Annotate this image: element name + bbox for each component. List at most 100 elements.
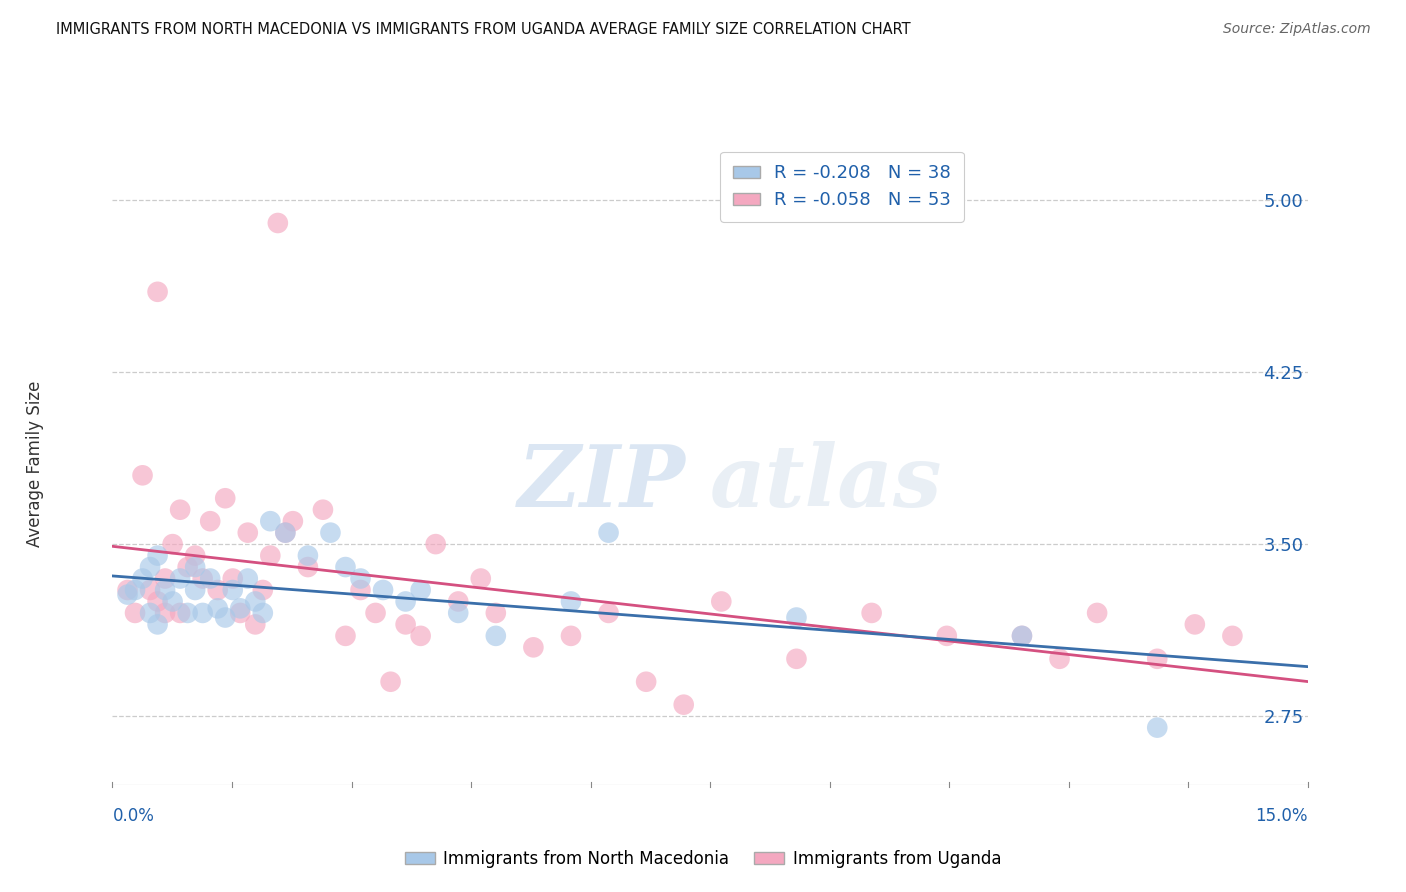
Point [139, 606, 162, 620]
Point [236, 572, 259, 586]
Point [380, 674, 402, 689]
Point [259, 514, 281, 528]
Point [409, 582, 432, 597]
Point [785, 652, 807, 666]
Point [131, 468, 153, 483]
Point [1222, 629, 1244, 643]
Point [1184, 617, 1206, 632]
Point [214, 491, 236, 506]
Point [335, 629, 357, 643]
Point [124, 606, 146, 620]
Point [146, 617, 169, 632]
Point [394, 594, 416, 608]
Point [245, 594, 267, 608]
Point [560, 594, 582, 608]
Point [560, 629, 582, 643]
Point [153, 606, 176, 620]
Point [229, 606, 252, 620]
Point [785, 610, 807, 624]
Text: 0.0%: 0.0% [112, 807, 155, 825]
Point [447, 606, 470, 620]
Point [447, 594, 470, 608]
Legend: Immigrants from North Macedonia, Immigrants from Uganda: Immigrants from North Macedonia, Immigra… [398, 844, 1008, 875]
Point [409, 629, 432, 643]
Text: atlas: atlas [710, 442, 942, 524]
Point [146, 594, 169, 608]
Point [259, 549, 281, 563]
Point [184, 549, 207, 563]
Point [198, 572, 221, 586]
Point [1011, 629, 1033, 643]
Point [139, 560, 162, 574]
Point [236, 525, 259, 540]
Point [124, 582, 146, 597]
Point [117, 588, 139, 602]
Point [191, 572, 214, 586]
Point [229, 601, 252, 615]
Point [214, 610, 236, 624]
Point [252, 606, 274, 620]
Point [207, 582, 229, 597]
Text: 15.0%: 15.0% [1256, 807, 1308, 825]
Point [153, 572, 176, 586]
Point [860, 606, 883, 620]
Point [222, 572, 245, 586]
Point [184, 582, 207, 597]
Text: Average Family Size: Average Family Size [27, 381, 44, 547]
Text: Source: ZipAtlas.com: Source: ZipAtlas.com [1223, 22, 1371, 37]
Point [198, 514, 221, 528]
Point [485, 606, 508, 620]
Point [131, 572, 153, 586]
Point [297, 549, 319, 563]
Point [470, 572, 492, 586]
Point [117, 582, 139, 597]
Point [184, 560, 207, 574]
Point [364, 606, 387, 620]
Point [274, 525, 297, 540]
Point [598, 525, 620, 540]
Point [169, 502, 191, 516]
Point [162, 594, 184, 608]
Point [252, 582, 274, 597]
Point [935, 629, 957, 643]
Point [274, 525, 297, 540]
Point [222, 582, 245, 597]
Point [485, 629, 508, 643]
Point [349, 572, 371, 586]
Point [394, 617, 416, 632]
Point [425, 537, 447, 551]
Point [710, 594, 733, 608]
Point [162, 537, 184, 551]
Point [207, 601, 229, 615]
Point [335, 560, 357, 574]
Point [1146, 721, 1168, 735]
Point [312, 502, 335, 516]
Point [1011, 629, 1033, 643]
Point [245, 617, 267, 632]
Point [139, 582, 162, 597]
Point [1085, 606, 1108, 620]
Point [191, 606, 214, 620]
Point [169, 572, 191, 586]
Point [146, 549, 169, 563]
Point [146, 285, 169, 299]
Point [297, 560, 319, 574]
Point [176, 560, 198, 574]
Point [176, 606, 198, 620]
Point [598, 606, 620, 620]
Legend: R = -0.208   N = 38, R = -0.058   N = 53: R = -0.208 N = 38, R = -0.058 N = 53 [720, 152, 965, 222]
Point [349, 582, 371, 597]
Point [281, 514, 304, 528]
Text: ZIP: ZIP [519, 442, 686, 524]
Point [319, 525, 342, 540]
Point [636, 674, 658, 689]
Point [1146, 652, 1168, 666]
Point [169, 606, 191, 620]
Point [522, 640, 544, 655]
Point [153, 582, 176, 597]
Point [371, 582, 394, 597]
Text: IMMIGRANTS FROM NORTH MACEDONIA VS IMMIGRANTS FROM UGANDA AVERAGE FAMILY SIZE CO: IMMIGRANTS FROM NORTH MACEDONIA VS IMMIG… [56, 22, 911, 37]
Point [1049, 652, 1071, 666]
Point [267, 216, 290, 230]
Point [672, 698, 695, 712]
